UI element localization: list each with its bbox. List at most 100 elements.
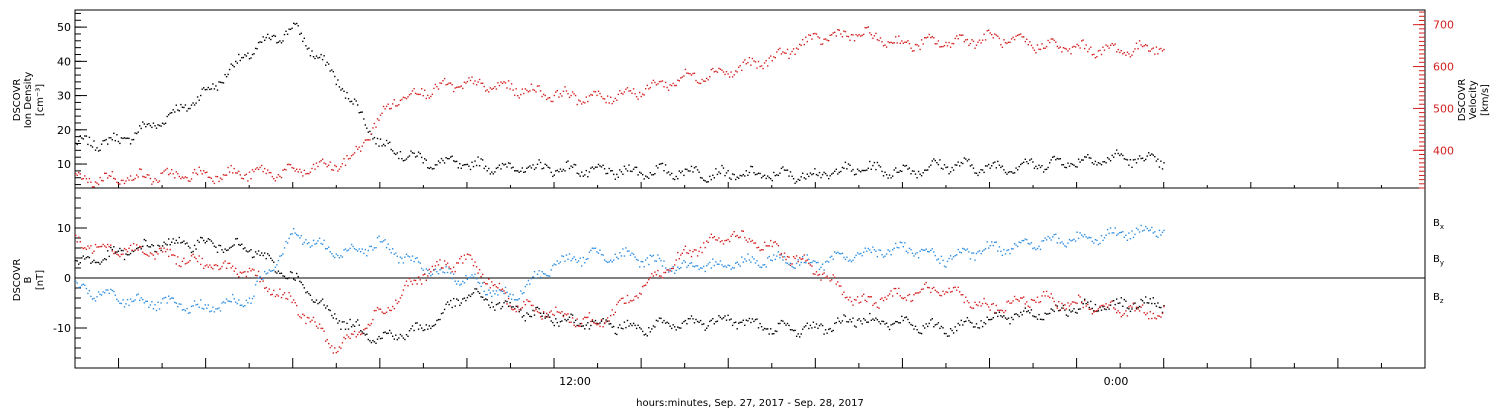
- data-point-1-0: [331, 314, 333, 317]
- data-point-1-0: [574, 319, 577, 322]
- data-point-0-0: [248, 58, 251, 60]
- data-point-0-0: [140, 127, 142, 130]
- data-point-1-1: [116, 298, 118, 301]
- data-point-1-2: [1056, 307, 1058, 309]
- data-point-1-1: [1009, 252, 1011, 255]
- data-point-1-1: [201, 307, 203, 310]
- data-point-0-1: [325, 163, 327, 165]
- data-point-1-2: [565, 314, 568, 316]
- data-point-0-1: [954, 37, 956, 40]
- data-point-1-0: [174, 242, 176, 244]
- data-point-1-1: [651, 255, 653, 258]
- data-point-0-0: [986, 165, 988, 167]
- x-tick-label-0000: 0:00: [1104, 375, 1129, 388]
- data-point-0-1: [689, 73, 691, 75]
- data-point-0-0: [288, 28, 290, 30]
- data-point-1-1: [840, 253, 842, 255]
- data-point-1-0: [873, 319, 876, 321]
- data-point-1-1: [196, 303, 199, 306]
- data-point-0-1: [564, 86, 566, 88]
- data-point-0-0: [704, 180, 706, 182]
- data-point-1-2: [247, 271, 249, 273]
- data-point-1-1: [491, 295, 493, 298]
- data-point-0-0: [1157, 158, 1159, 160]
- data-point-0-0: [858, 170, 860, 172]
- data-point-0-1: [239, 174, 241, 176]
- data-point-1-0: [1076, 312, 1078, 314]
- data-point-1-2: [497, 287, 499, 289]
- data-point-1-1: [753, 258, 755, 260]
- data-point-0-0: [690, 165, 693, 168]
- data-point-1-2: [1097, 308, 1100, 310]
- data-point-1-0: [738, 322, 740, 324]
- data-point-0-1: [517, 95, 519, 97]
- data-point-0-0: [215, 85, 217, 87]
- data-point-0-1: [358, 146, 360, 148]
- data-point-1-2: [867, 296, 869, 298]
- data-point-1-1: [463, 282, 466, 284]
- data-point-1-1: [806, 254, 808, 256]
- data-point-1-1: [829, 256, 831, 258]
- data-point-1-2: [158, 247, 161, 250]
- data-point-1-1: [285, 240, 287, 243]
- data-point-1-0: [350, 326, 353, 328]
- data-point-1-1: [860, 252, 862, 255]
- data-point-0-1: [1123, 51, 1125, 54]
- data-point-1-0: [741, 321, 743, 323]
- data-point-1-1: [314, 243, 316, 245]
- data-point-0-0: [442, 159, 444, 162]
- data-point-1-2: [527, 300, 530, 302]
- data-point-1-2: [488, 278, 490, 280]
- data-point-1-1: [786, 262, 789, 265]
- data-point-1-0: [140, 248, 142, 250]
- data-point-1-1: [385, 246, 388, 249]
- data-point-1-0: [201, 237, 203, 239]
- data-point-0-0: [988, 163, 990, 166]
- data-point-1-1: [494, 293, 496, 295]
- data-point-0-0: [736, 176, 738, 178]
- data-point-0-0: [760, 177, 763, 179]
- data-point-0-0: [469, 168, 472, 171]
- data-point-0-1: [549, 97, 551, 99]
- data-point-1-1: [649, 254, 651, 256]
- data-point-1-0: [648, 327, 650, 329]
- data-point-0-0: [419, 152, 421, 155]
- data-point-1-2: [495, 286, 498, 288]
- data-point-1-1: [533, 271, 536, 273]
- data-point-1-0: [981, 325, 984, 328]
- data-point-0-0: [332, 71, 334, 73]
- data-point-0-0: [466, 163, 469, 166]
- data-point-1-1: [104, 292, 106, 294]
- data-point-1-0: [896, 321, 898, 323]
- data-point-0-0: [500, 168, 502, 170]
- data-point-1-0: [218, 244, 220, 247]
- data-point-1-1: [91, 298, 94, 300]
- data-point-0-0: [739, 174, 741, 177]
- data-point-1-0: [358, 324, 360, 326]
- data-point-1-1: [911, 252, 914, 254]
- data-point-1-2: [187, 261, 190, 263]
- data-point-1-2: [861, 295, 863, 297]
- data-point-0-1: [174, 177, 176, 179]
- data-point-1-2: [193, 256, 196, 258]
- data-point-1-0: [81, 257, 83, 259]
- data-point-1-2: [864, 299, 866, 301]
- data-point-0-1: [164, 169, 167, 171]
- data-point-1-0: [1044, 312, 1046, 314]
- data-point-1-1: [699, 267, 702, 269]
- data-point-0-1: [776, 51, 778, 53]
- data-point-0-0: [808, 175, 810, 178]
- data-point-0-1: [373, 122, 376, 125]
- data-point-0-0: [308, 47, 310, 49]
- data-point-0-0: [672, 178, 674, 180]
- data-point-1-2: [355, 336, 357, 338]
- data-point-1-0: [663, 319, 665, 322]
- data-point-0-0: [535, 167, 537, 169]
- data-point-1-0: [599, 322, 601, 324]
- data-point-1-0: [78, 263, 80, 265]
- data-point-1-1: [715, 261, 717, 263]
- data-point-1-0: [925, 323, 927, 325]
- data-point-1-2: [541, 318, 543, 320]
- data-point-0-0: [331, 69, 333, 71]
- data-point-1-0: [381, 337, 383, 339]
